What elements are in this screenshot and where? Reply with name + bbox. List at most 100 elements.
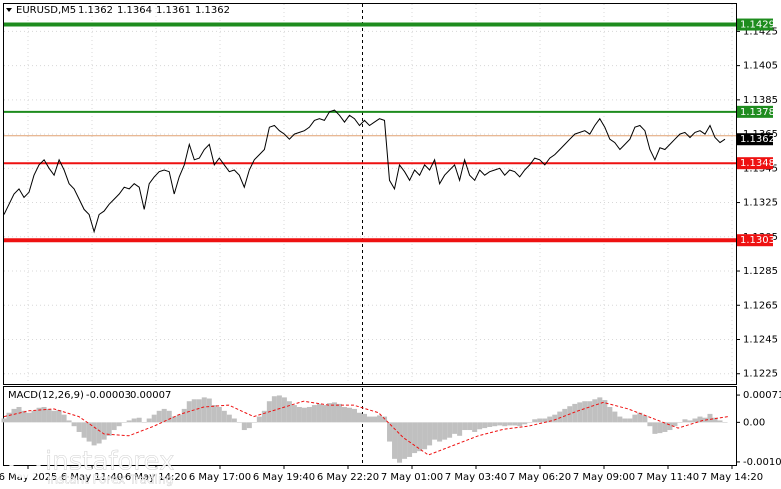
macd-bar [582, 401, 588, 423]
macd-bar [457, 422, 463, 436]
macd-name: MACD(12,26,9) [8, 390, 84, 401]
menu-arrow [6, 8, 12, 12]
logo [9, 446, 41, 478]
macd-bar [662, 422, 668, 432]
macd-bar [697, 416, 703, 423]
macd-bar [306, 406, 312, 423]
main-panel [3, 3, 737, 385]
x-tick-label: 6 May 22:20 [317, 472, 379, 483]
macd-bar [201, 397, 207, 423]
macd-bar [121, 422, 127, 423]
macd-bar [472, 422, 478, 432]
macd-bar [677, 422, 683, 423]
macd-bar [136, 417, 142, 423]
macd-bar [482, 422, 488, 429]
macd-bar [577, 402, 583, 423]
macd-bar [512, 422, 518, 426]
macd-bar [246, 422, 252, 429]
macd-bar [91, 422, 97, 446]
macd-bar [361, 413, 368, 423]
macd-bar [642, 415, 648, 423]
macd-bar [321, 405, 327, 423]
macd-bar [382, 416, 388, 423]
current-label-bg [737, 133, 773, 146]
macd-bar [131, 418, 137, 423]
macd-bar [692, 418, 698, 423]
x-tick-label: 7 May 01:00 [381, 472, 443, 483]
y-tick-label: 1.1385 [743, 95, 778, 106]
macd-bar [216, 406, 222, 423]
macd-bar [602, 400, 608, 423]
macd-bar [722, 422, 728, 423]
y-tick-label: 1.1425 [743, 26, 778, 37]
macd-bar [221, 410, 227, 423]
macd-bar [622, 418, 628, 423]
macd-bar [432, 422, 438, 440]
macd-bar [527, 422, 533, 423]
macd-bar [612, 411, 618, 423]
macd-bar [647, 422, 653, 427]
macd-bar [166, 410, 172, 423]
macd-bar [176, 414, 182, 423]
x-tick-label: 7 May 11:40 [637, 472, 699, 483]
tagline: Instant Forex Trading [47, 473, 173, 487]
macd-bar [537, 418, 543, 423]
macd-bar [196, 399, 202, 423]
macd-bar [101, 422, 107, 440]
signal-line [3, 400, 729, 456]
x-tick-label: 6 May 19:40 [253, 472, 315, 483]
brand: instaforex [45, 447, 174, 477]
macd-bar [346, 407, 352, 423]
macd-bar [522, 422, 528, 425]
macd-bar [296, 406, 302, 423]
macd-bar [467, 422, 473, 431]
macd-bar [687, 420, 693, 423]
x-tick-label: 6 May 11:40 [61, 472, 123, 483]
macd-bar [597, 397, 603, 423]
macd-bar [26, 412, 32, 423]
macd-bar [607, 406, 613, 423]
macd-bar [211, 405, 217, 423]
macd-bar [281, 397, 287, 423]
level-label-bg [737, 105, 773, 118]
macd-bar [71, 422, 77, 427]
macd-bar [286, 401, 292, 423]
macd-bar [667, 422, 673, 431]
macd-bar [316, 403, 322, 423]
x-tick-label: 6 May 17:00 [189, 472, 251, 483]
macd-bar [417, 422, 423, 452]
x-tick-label: 6 May 14:20 [125, 472, 187, 483]
macd-bar [682, 419, 688, 423]
y-tick-label: 1.1265 [743, 300, 778, 311]
macd-bar [627, 418, 633, 423]
macd-bar [592, 399, 598, 423]
macd-bar [507, 422, 513, 426]
macd-bar [181, 408, 187, 423]
macd-bar [21, 410, 27, 423]
macd-bar [126, 420, 132, 423]
macd-bar [241, 422, 247, 431]
macd-bar [447, 422, 453, 438]
macd-bar [557, 411, 563, 423]
macd-bar [477, 422, 483, 430]
price-line [3, 109, 726, 234]
macd-bar [377, 415, 383, 423]
macd-bar [81, 422, 87, 438]
macd-bar [46, 408, 52, 423]
y-tick-label: 1.1225 [743, 369, 778, 380]
macd-bar [502, 422, 508, 427]
ohlc-value: 1.1361 [156, 5, 191, 16]
macd-bar [632, 414, 638, 423]
macd-bar [301, 407, 307, 423]
level-label: 1.1378 [740, 107, 775, 118]
level-label-bg [737, 234, 773, 247]
macd-bar [552, 414, 558, 423]
y-tick-label: 1.1285 [743, 266, 778, 277]
macd-bar [587, 401, 593, 423]
macd-signal: 0.00007 [130, 390, 171, 401]
macd-bar [31, 410, 37, 423]
ohlc: 1.1362 1.1364 1.1361 1.1362 [78, 5, 230, 16]
macd-bar [236, 422, 242, 423]
macd-bar [231, 418, 237, 423]
